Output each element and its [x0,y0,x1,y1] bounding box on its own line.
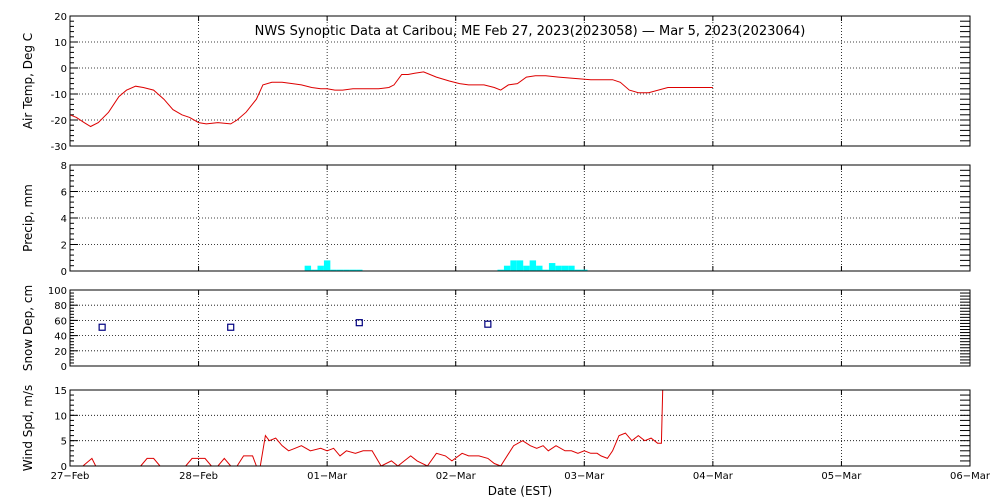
precip-bar [561,265,569,271]
x-tick-label: 01−Mar [307,471,348,482]
wind-speed-y-tick-label: 10 [54,411,67,422]
precip-y-tick-label: 0 [61,267,67,278]
precip-bar [542,269,549,271]
snow-depth-point [355,319,363,327]
precip-frame [69,164,971,272]
precip-bar [356,269,363,271]
wind-speed-series-line [70,389,664,467]
air-temp-panel: 20 10 0 -10 -20 -30 Air Temp, Deg C [21,12,971,153]
snow-depth-point [484,320,492,328]
x-tick-label: 28−Feb [179,471,218,482]
precip-bar [317,265,324,271]
precip-bar [336,269,344,271]
snow-depth-y-tick-label: 20 [54,347,67,358]
x-axis-label: Date (EST) [488,484,552,498]
wind-speed-frame [69,389,971,467]
air-temp-y-tick-label: -30 [51,142,67,153]
precip-y-tick-label: 2 [61,241,67,252]
wind-speed-y-tick-label: 15 [54,386,67,397]
wind-speed-y-label: Wind Spd, m/s [21,385,35,471]
wind-speed-panel: 15 10 5 0 Wind Spd, m/s [21,385,971,473]
precip-bar [568,265,575,271]
x-tick-label: 05−Mar [821,471,862,482]
wind-speed-y-tick-label: 0 [61,462,67,473]
precip-bar [330,269,337,271]
precip-y-tick-label: 8 [61,161,67,172]
precip-bar [529,260,537,271]
x-tick-label: 04−Mar [693,471,734,482]
air-temp-y-label: Air Temp, Deg C [21,33,35,129]
precip-bar [343,269,350,271]
air-temp-y-tick-label: -10 [51,90,67,101]
air-temp-frame [69,15,971,147]
wind-speed-y-tick-label: 5 [61,437,67,448]
x-tick-label: 02−Mar [436,471,477,482]
chart-title: NWS Synoptic Data at Caribou, ME Feb 27,… [255,24,806,39]
precip-bar [510,260,517,271]
precip-bar [304,265,312,271]
precip-bar [311,269,318,271]
precip-bar [323,260,331,271]
precip-panel: 8 6 4 2 0 Precip, mm [21,161,971,278]
precip-bar [581,269,588,271]
snow-depth-y-tick-label: 60 [54,316,67,327]
air-temp-y-tick-label: 0 [61,64,67,75]
precip-y-tick-label: 6 [61,188,67,199]
precip-bar [536,265,543,271]
precip-bar [523,265,530,271]
snow-depth-panel: 100 80 60 40 20 0 Snow Dep, cm [21,285,971,373]
x-tick-label: 06−Mar [950,471,991,482]
precip-bar [349,269,357,271]
air-temp-series-line [69,71,713,128]
x-tick-label: 27−Feb [51,471,90,482]
precip-bar [548,263,556,271]
snow-depth-point [227,323,235,331]
precip-y-tick-label: 4 [61,214,67,225]
precip-y-label: Precip, mm [21,184,35,252]
snow-depth-y-tick-label: 100 [48,286,67,297]
precip-bar [555,265,562,271]
snow-depth-point [98,323,106,331]
air-temp-y-tick-label: -20 [51,116,67,127]
precip-bar [516,260,524,271]
snow-depth-y-tick-label: 80 [54,301,67,312]
air-temp-y-tick-label: 20 [54,12,67,23]
snow-depth-y-label: Snow Dep, cm [21,285,35,371]
snow-depth-y-tick-label: 0 [61,362,67,373]
precip-bar [574,269,582,271]
x-tick-label: 03−Mar [564,471,605,482]
air-temp-y-tick-label: 10 [54,38,67,49]
precip-bar [503,265,511,271]
precip-bar [497,269,504,271]
snow-depth-frame [69,289,971,367]
snow-depth-y-tick-label: 40 [54,332,67,343]
